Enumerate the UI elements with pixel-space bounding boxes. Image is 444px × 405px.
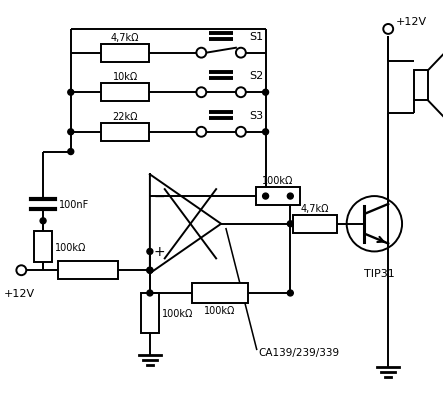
Circle shape: [147, 268, 153, 273]
Text: S3: S3: [249, 111, 263, 121]
Text: 4,7kΩ: 4,7kΩ: [301, 203, 329, 213]
Circle shape: [262, 130, 269, 135]
Text: 100kΩ: 100kΩ: [55, 242, 86, 252]
Circle shape: [287, 290, 293, 296]
Text: 100nF: 100nF: [59, 200, 89, 209]
Text: −: −: [154, 190, 166, 204]
Text: 4,7kΩ: 4,7kΩ: [111, 33, 139, 43]
Text: +12V: +12V: [396, 17, 427, 27]
Text: S2: S2: [249, 71, 263, 81]
Bar: [34, 231, 52, 263]
Text: 10kΩ: 10kΩ: [112, 72, 138, 82]
Circle shape: [383, 25, 393, 35]
Circle shape: [147, 290, 153, 296]
Circle shape: [68, 149, 74, 155]
Bar: [414, 71, 428, 101]
Text: 22kΩ: 22kΩ: [112, 112, 138, 122]
Text: 100kΩ: 100kΩ: [262, 176, 293, 186]
Bar: [256, 188, 300, 205]
Bar: [101, 124, 149, 141]
Text: 100kΩ: 100kΩ: [162, 308, 193, 318]
Text: CA139/239/339: CA139/239/339: [259, 347, 340, 358]
Text: +: +: [154, 245, 166, 259]
Circle shape: [68, 130, 74, 135]
Circle shape: [40, 218, 46, 224]
Circle shape: [287, 194, 293, 200]
Text: 100kΩ: 100kΩ: [204, 305, 236, 315]
Circle shape: [262, 90, 269, 96]
Bar: [141, 293, 159, 333]
Circle shape: [236, 128, 246, 137]
Circle shape: [196, 128, 206, 137]
Circle shape: [68, 90, 74, 96]
Bar: [101, 45, 149, 62]
Circle shape: [196, 49, 206, 58]
Circle shape: [262, 194, 269, 200]
Circle shape: [236, 88, 246, 98]
Bar: [59, 262, 118, 279]
Circle shape: [196, 88, 206, 98]
Circle shape: [287, 221, 293, 227]
Text: TIP31: TIP31: [364, 269, 395, 279]
Bar: [293, 215, 337, 233]
Circle shape: [147, 249, 153, 255]
Circle shape: [16, 266, 26, 275]
Bar: [101, 84, 149, 102]
Text: +12V: +12V: [4, 288, 35, 298]
Circle shape: [147, 268, 153, 273]
Circle shape: [236, 49, 246, 58]
Text: S1: S1: [249, 32, 263, 42]
Bar: [192, 284, 248, 303]
